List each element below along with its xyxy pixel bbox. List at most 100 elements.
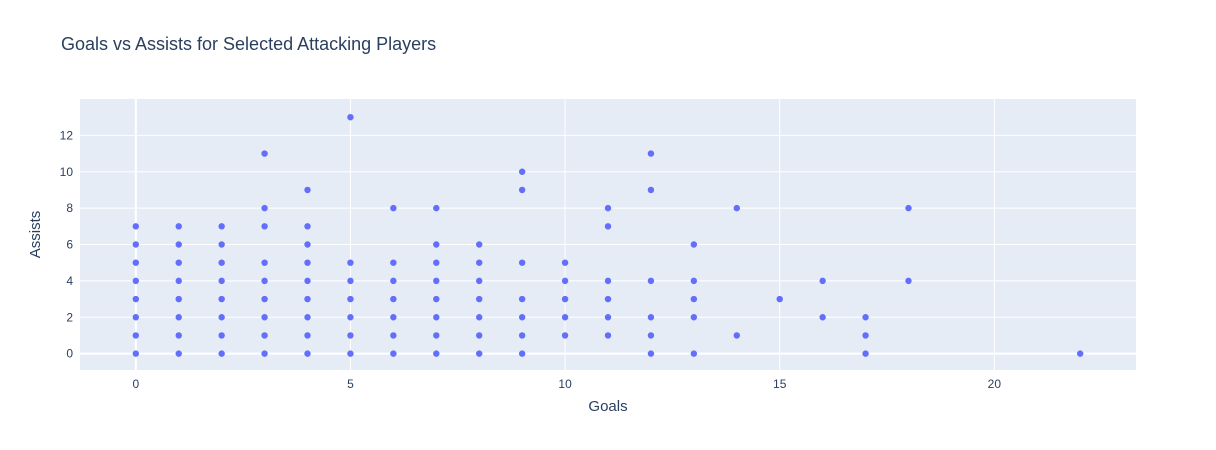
- data-point: [218, 314, 225, 321]
- data-point: [733, 332, 740, 339]
- data-point: [604, 314, 612, 321]
- data-point: [561, 295, 569, 303]
- data-point: [518, 295, 526, 303]
- data-point: [518, 314, 526, 321]
- data-point: [690, 295, 698, 303]
- data-point: [304, 186, 311, 194]
- data-point: [819, 277, 826, 285]
- data-point: [175, 332, 182, 339]
- data-point: [433, 314, 440, 321]
- data-point: [218, 277, 225, 285]
- data-point: [347, 350, 354, 357]
- data-point: [518, 350, 526, 357]
- data-point: [132, 223, 140, 230]
- data-point: [561, 332, 569, 339]
- data-point: [347, 332, 354, 339]
- data-point: [518, 186, 526, 194]
- data-point: [304, 295, 311, 303]
- chart-title: Goals vs Assists for Selected Attacking …: [61, 34, 436, 54]
- data-point: [304, 241, 311, 248]
- data-point: [476, 350, 483, 357]
- data-point: [690, 350, 698, 357]
- data-point: [518, 332, 526, 339]
- data-point: [647, 186, 655, 194]
- data-point: [604, 277, 612, 285]
- data-point: [261, 223, 268, 230]
- data-point: [604, 223, 612, 230]
- data-point: [304, 277, 311, 285]
- y-tick-label: 8: [66, 201, 73, 215]
- data-point: [647, 314, 655, 321]
- data-point: [905, 277, 912, 285]
- data-point: [347, 259, 354, 266]
- data-point: [819, 314, 826, 321]
- data-point: [862, 314, 869, 321]
- data-point: [433, 277, 440, 285]
- data-point: [261, 150, 268, 157]
- data-point: [390, 332, 397, 339]
- data-point: [175, 350, 182, 357]
- data-point: [132, 295, 140, 303]
- x-axis-title: Goals: [588, 398, 627, 415]
- data-point: [518, 168, 526, 175]
- data-point: [476, 277, 483, 285]
- data-point: [175, 223, 182, 230]
- data-point: [218, 350, 225, 357]
- data-point: [647, 350, 655, 357]
- data-point: [347, 277, 354, 285]
- data-point: [175, 314, 182, 321]
- data-point: [132, 241, 140, 248]
- data-point: [347, 314, 354, 321]
- y-tick-label: 10: [60, 165, 74, 179]
- data-point: [175, 295, 182, 303]
- data-point: [390, 259, 397, 266]
- data-point: [218, 241, 225, 248]
- data-point: [776, 295, 783, 303]
- data-point: [304, 223, 311, 230]
- data-point: [433, 350, 440, 357]
- data-point: [390, 277, 397, 285]
- data-point: [476, 332, 483, 339]
- data-point: [647, 150, 655, 157]
- data-point: [304, 259, 311, 266]
- data-point: [218, 295, 225, 303]
- data-point: [347, 295, 354, 303]
- data-point: [132, 259, 140, 266]
- data-point: [390, 314, 397, 321]
- data-point: [518, 259, 526, 266]
- data-point: [132, 314, 140, 321]
- data-point: [218, 259, 225, 266]
- data-point: [433, 241, 440, 248]
- x-tick-label: 0: [132, 377, 139, 391]
- data-point: [390, 204, 397, 212]
- data-point: [476, 241, 483, 248]
- y-tick-label: 2: [66, 310, 73, 324]
- data-point: [433, 332, 440, 339]
- data-point: [690, 277, 698, 285]
- data-point: [561, 259, 569, 266]
- data-point: [261, 277, 268, 285]
- data-point: [175, 259, 182, 266]
- data-point: [218, 332, 225, 339]
- x-tick-label: 20: [988, 377, 1002, 391]
- data-point: [261, 350, 268, 357]
- data-point: [304, 314, 311, 321]
- x-tick-label: 15: [773, 377, 787, 391]
- y-tick-label: 4: [66, 274, 73, 288]
- data-point: [132, 332, 140, 339]
- data-point: [261, 314, 268, 321]
- data-point: [690, 314, 698, 321]
- data-point: [733, 204, 740, 212]
- data-point: [304, 350, 311, 357]
- y-tick-label: 6: [66, 238, 73, 252]
- data-point: [647, 332, 655, 339]
- data-point: [1076, 350, 1084, 357]
- data-point: [604, 295, 612, 303]
- data-point: [476, 314, 483, 321]
- data-point: [261, 204, 268, 212]
- data-point: [132, 350, 140, 357]
- data-point: [476, 259, 483, 266]
- data-point: [476, 295, 483, 303]
